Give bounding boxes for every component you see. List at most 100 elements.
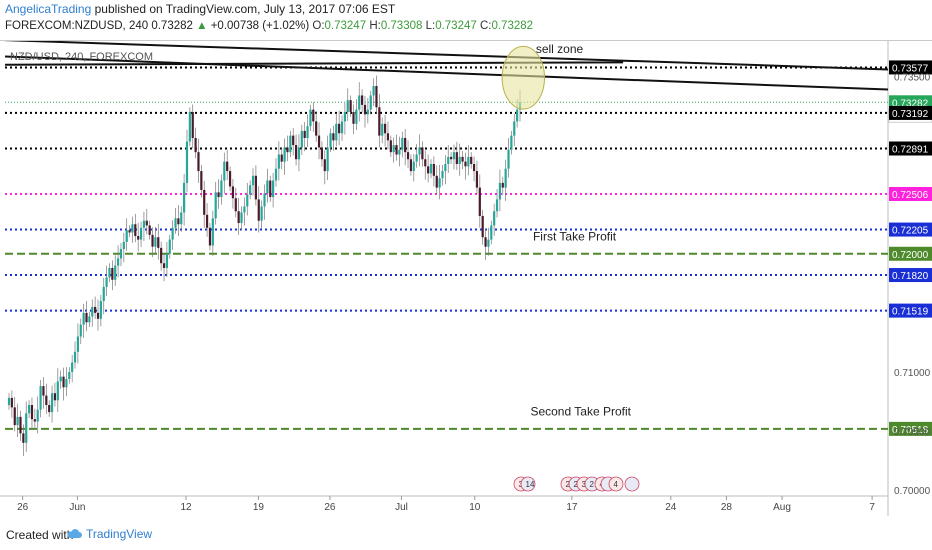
candle[interactable]	[217, 179, 220, 209]
candle[interactable]	[464, 152, 467, 180]
candle[interactable]	[197, 138, 200, 183]
candle[interactable]	[467, 145, 470, 176]
candle[interactable]	[19, 410, 22, 441]
candle[interactable]	[381, 117, 384, 144]
candle[interactable]	[409, 154, 413, 176]
candle[interactable]	[246, 182, 249, 216]
candle[interactable]	[346, 88, 349, 121]
candle[interactable]	[401, 131, 404, 158]
candle[interactable]	[243, 197, 246, 226]
candle[interactable]	[415, 144, 418, 168]
candle[interactable]	[231, 178, 235, 209]
economic-event-flag-icon[interactable]	[624, 476, 640, 492]
candle[interactable]	[122, 232, 125, 263]
candle[interactable]	[438, 164, 441, 200]
candle[interactable]	[481, 209, 484, 245]
candle[interactable]	[200, 164, 203, 198]
candle[interactable]	[421, 141, 424, 167]
candle[interactable]	[475, 160, 479, 194]
candle[interactable]	[203, 180, 206, 229]
candle[interactable]	[148, 220, 151, 240]
candle[interactable]	[424, 150, 427, 180]
price-level-tag[interactable]: 0.71519	[889, 303, 932, 318]
candle[interactable]	[432, 156, 435, 187]
candle[interactable]	[30, 397, 34, 430]
candle[interactable]	[406, 140, 410, 169]
candle[interactable]	[174, 207, 177, 234]
candle[interactable]	[309, 104, 312, 131]
candle[interactable]	[194, 127, 197, 159]
candle[interactable]	[39, 379, 42, 418]
candle[interactable]	[383, 114, 387, 147]
candle[interactable]	[283, 138, 286, 175]
candle[interactable]	[79, 318, 82, 345]
candle[interactable]	[372, 78, 375, 106]
candle[interactable]	[375, 75, 378, 114]
candle[interactable]	[435, 165, 438, 194]
candle[interactable]	[42, 377, 45, 409]
candle[interactable]	[329, 128, 332, 153]
candle[interactable]	[254, 165, 257, 206]
candle[interactable]	[105, 265, 108, 296]
candle[interactable]	[53, 382, 57, 407]
candle[interactable]	[257, 186, 260, 233]
candle[interactable]	[294, 134, 298, 166]
economic-event-flag-icon[interactable]: 4	[608, 476, 624, 492]
candle[interactable]	[27, 400, 31, 419]
candle[interactable]	[395, 134, 398, 161]
chart-annotation[interactable]: Second Take Profit	[530, 405, 631, 419]
candle[interactable]	[461, 150, 464, 170]
candle[interactable]	[289, 130, 292, 157]
candle[interactable]	[386, 121, 390, 150]
candle[interactable]	[10, 390, 13, 418]
candle[interactable]	[277, 141, 280, 181]
candle[interactable]	[48, 400, 51, 417]
candle[interactable]	[85, 301, 88, 332]
candle[interactable]	[102, 277, 105, 315]
candle[interactable]	[286, 135, 289, 162]
candle[interactable]	[154, 226, 157, 253]
candle[interactable]	[274, 158, 278, 187]
candle[interactable]	[177, 205, 180, 237]
candle[interactable]	[65, 367, 68, 397]
candle[interactable]	[68, 367, 71, 384]
candle[interactable]	[317, 122, 321, 160]
candle[interactable]	[45, 383, 48, 414]
candle[interactable]	[116, 245, 120, 278]
candle[interactable]	[137, 222, 140, 252]
candle[interactable]	[280, 148, 283, 170]
candle[interactable]	[94, 296, 97, 319]
candle[interactable]	[223, 152, 226, 194]
candle[interactable]	[111, 260, 114, 291]
candle[interactable]	[507, 137, 510, 178]
price-level-tag[interactable]: 0.72000	[889, 246, 932, 261]
price-level-tag[interactable]: 0.73192	[889, 105, 932, 120]
candle[interactable]	[99, 294, 102, 327]
candle[interactable]	[450, 152, 453, 164]
candle[interactable]	[36, 396, 39, 434]
candle[interactable]	[458, 143, 461, 176]
candle[interactable]	[128, 225, 131, 238]
candle[interactable]	[349, 95, 352, 117]
candle[interactable]	[361, 89, 364, 113]
candle[interactable]	[22, 424, 25, 457]
candle[interactable]	[25, 401, 28, 452]
candle[interactable]	[338, 110, 341, 146]
candle[interactable]	[269, 175, 272, 202]
candle[interactable]	[191, 104, 194, 149]
price-level-tag[interactable]: 0.73577	[889, 60, 932, 75]
candle[interactable]	[139, 221, 143, 248]
price-chart[interactable]: 0.735770.7328203:53:230.731920.728910.72…	[0, 39, 932, 516]
candle[interactable]	[96, 299, 100, 331]
candle[interactable]	[306, 114, 309, 147]
candle[interactable]	[228, 166, 232, 192]
candle[interactable]	[272, 172, 275, 208]
candle[interactable]	[108, 263, 111, 283]
candle[interactable]	[168, 234, 171, 259]
candle[interactable]	[340, 115, 344, 141]
candle[interactable]	[470, 152, 473, 169]
candle[interactable]	[226, 149, 229, 181]
candle[interactable]	[114, 255, 117, 286]
candle[interactable]	[260, 200, 263, 229]
trend-line[interactable]	[4, 39, 889, 71]
